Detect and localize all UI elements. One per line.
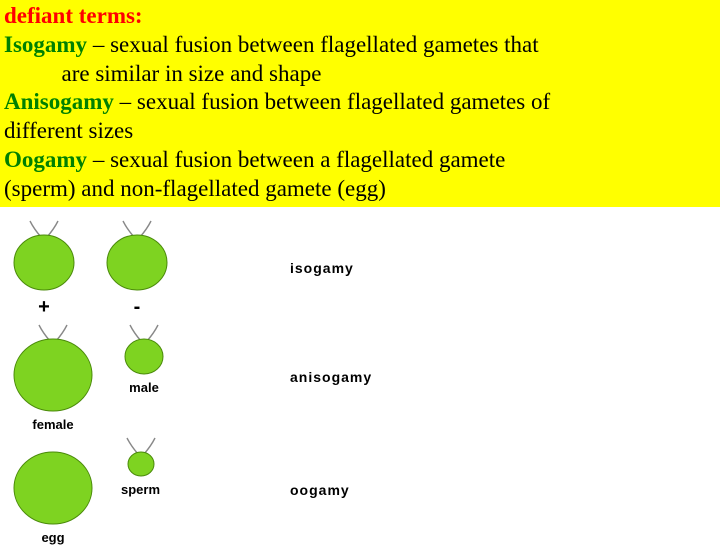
term-def-2a: – sexual fusion between flagellated game… (114, 89, 550, 114)
heading-text: defiant terms: (4, 3, 143, 28)
gamete-sublabel: + (38, 296, 50, 319)
gamete-sublabel: male (129, 380, 159, 395)
heading: defiant terms: (4, 2, 716, 31)
term-line-1b: are similar in size and shape (4, 60, 716, 89)
term-line-2: Anisogamy – sexual fusion between flagel… (4, 88, 716, 117)
term-def-3a: – sexual fusion between a flagellated ga… (87, 147, 505, 172)
gamete-cell: sperm (121, 434, 160, 497)
term-line-2b: different sizes (4, 117, 716, 146)
row-label: anisogamy (290, 369, 372, 385)
term-def-3b: (sperm) and non-flagellated gamete (egg) (4, 176, 386, 201)
term-line-1: Isogamy – sexual fusion between flagella… (4, 31, 716, 60)
gamete-cell-icon (10, 321, 96, 415)
diagram-row: egg spermoogamy (10, 434, 720, 545)
term-indent-1 (4, 61, 62, 86)
gamete-sublabel: sperm (121, 482, 160, 497)
gamete-cell-icon (10, 217, 78, 294)
term-name-3: Oogamy (4, 147, 87, 172)
gamete-sublabel: egg (41, 530, 64, 545)
gamete-sublabel: - (134, 296, 141, 319)
definitions-block: defiant terms: Isogamy – sexual fusion b… (0, 0, 720, 207)
term-line-3: Oogamy – sexual fusion between a flagell… (4, 146, 716, 175)
gamete-cell-icon (121, 321, 167, 378)
gamete-cell: male (121, 321, 167, 395)
gamete-cell-icon (10, 434, 96, 528)
term-line-3b: (sperm) and non-flagellated gamete (egg) (4, 175, 716, 204)
gamete-cell-icon (103, 217, 171, 294)
term-def-1b: are similar in size and shape (62, 61, 322, 86)
gamete-cell: egg (10, 434, 96, 545)
term-def-2b: different sizes (4, 118, 133, 143)
diagram-row: female maleanisogamy (10, 321, 720, 432)
gamete-pair: + - (10, 217, 290, 319)
gamete-cell: female (10, 321, 96, 432)
diagram-row: + -isogamy (10, 217, 720, 319)
gamete-cell: + (10, 217, 78, 319)
gamete-pair: female male (10, 321, 290, 432)
gamete-sublabel: female (32, 417, 73, 432)
gamete-cell-icon (124, 434, 158, 480)
row-label: oogamy (290, 482, 350, 498)
term-name-2: Anisogamy (4, 89, 114, 114)
gamete-cell: - (103, 217, 171, 319)
term-def-1a: – sexual fusion between flagellated game… (87, 32, 539, 57)
row-label: isogamy (290, 260, 354, 276)
gamete-diagram: + -isogamy female maleanisogamyegg sperm… (0, 207, 720, 545)
term-name-1: Isogamy (4, 32, 87, 57)
gamete-pair: egg sperm (10, 434, 290, 545)
